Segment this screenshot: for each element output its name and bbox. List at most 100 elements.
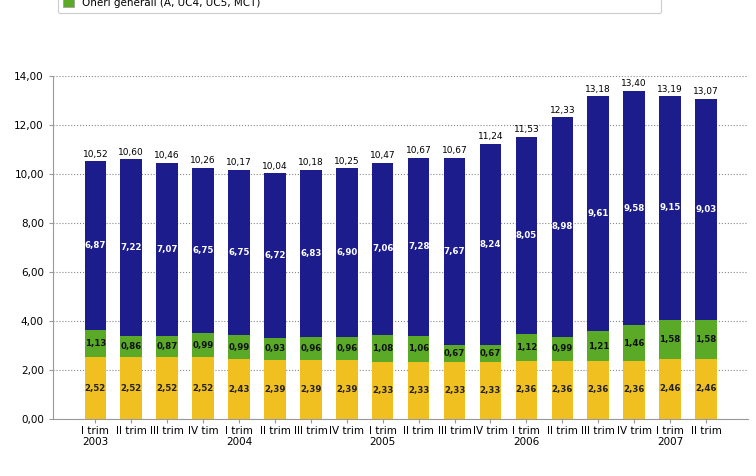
Text: 13,40: 13,40 <box>621 79 647 89</box>
Text: 0,96: 0,96 <box>300 344 321 353</box>
Text: 2,33: 2,33 <box>480 386 501 395</box>
Bar <box>624 361 645 419</box>
Text: 2,52: 2,52 <box>156 384 178 393</box>
Text: 0,67: 0,67 <box>444 349 465 358</box>
Bar <box>552 361 573 419</box>
Bar <box>336 337 358 360</box>
Text: 10,67: 10,67 <box>442 146 467 155</box>
Text: 2,52: 2,52 <box>85 384 106 393</box>
Bar <box>408 158 429 336</box>
Bar <box>85 161 106 329</box>
Bar <box>228 335 249 359</box>
Text: 7,22: 7,22 <box>120 243 142 252</box>
Text: 1,08: 1,08 <box>372 344 393 353</box>
Text: 8,24: 8,24 <box>480 240 501 249</box>
Bar <box>300 360 321 419</box>
Bar <box>408 336 429 362</box>
Bar <box>120 336 142 357</box>
Bar <box>624 91 645 326</box>
Text: 10,46: 10,46 <box>154 151 180 160</box>
Text: 10,67: 10,67 <box>406 146 432 155</box>
Text: 2,39: 2,39 <box>265 385 286 394</box>
Bar <box>336 360 358 419</box>
Text: 13,07: 13,07 <box>693 88 719 97</box>
Text: 7,07: 7,07 <box>156 245 178 254</box>
Bar <box>156 336 178 357</box>
Bar <box>336 168 358 337</box>
Bar <box>85 357 106 419</box>
Text: 2,36: 2,36 <box>587 386 609 395</box>
Bar <box>156 357 178 419</box>
Text: 2,46: 2,46 <box>659 384 681 393</box>
Text: 11,53: 11,53 <box>513 125 539 134</box>
Text: 1,06: 1,06 <box>408 344 429 353</box>
Text: 2,36: 2,36 <box>624 386 645 395</box>
Bar <box>480 362 501 419</box>
Bar <box>85 329 106 357</box>
Text: 0,99: 0,99 <box>228 343 249 352</box>
Text: 2,33: 2,33 <box>372 386 393 395</box>
Text: 2,52: 2,52 <box>121 384 142 393</box>
Bar <box>552 117 573 337</box>
Text: 8,05: 8,05 <box>516 231 537 239</box>
Text: 2,46: 2,46 <box>696 384 717 393</box>
Text: 1,13: 1,13 <box>85 339 106 348</box>
Text: 1,58: 1,58 <box>659 335 680 344</box>
Text: 6,83: 6,83 <box>300 249 321 258</box>
Text: 9,03: 9,03 <box>696 205 717 214</box>
Bar <box>192 333 214 357</box>
Text: 2,52: 2,52 <box>193 384 214 393</box>
Bar <box>264 337 286 360</box>
Bar <box>192 168 214 333</box>
Text: 12,33: 12,33 <box>550 106 575 115</box>
Text: 9,58: 9,58 <box>624 204 645 213</box>
Bar <box>587 96 609 331</box>
Text: 1,21: 1,21 <box>587 342 609 351</box>
Text: 0,87: 0,87 <box>156 342 178 351</box>
Text: 0,93: 0,93 <box>265 345 286 354</box>
Text: 7,06: 7,06 <box>372 245 393 254</box>
Text: 13,19: 13,19 <box>657 85 683 94</box>
Bar <box>300 169 321 337</box>
Bar <box>587 331 609 361</box>
Bar <box>300 337 321 360</box>
Text: 10,17: 10,17 <box>226 159 252 168</box>
Bar <box>372 163 393 336</box>
Text: 10,25: 10,25 <box>334 157 360 166</box>
Text: 0,99: 0,99 <box>193 340 214 349</box>
Text: 0,96: 0,96 <box>336 344 358 353</box>
Text: 13,18: 13,18 <box>585 85 611 94</box>
Bar <box>120 159 142 336</box>
Bar <box>552 337 573 361</box>
Text: 10,26: 10,26 <box>191 156 216 165</box>
Bar <box>696 99 717 320</box>
Text: 2,39: 2,39 <box>336 385 358 394</box>
Text: 2,36: 2,36 <box>552 386 573 395</box>
Text: 6,75: 6,75 <box>228 248 249 257</box>
Bar <box>120 357 142 419</box>
Text: 10,04: 10,04 <box>262 162 288 171</box>
Text: 2,39: 2,39 <box>300 385 321 394</box>
Bar <box>516 137 538 334</box>
Text: 0,67: 0,67 <box>480 349 501 358</box>
Bar <box>516 334 538 361</box>
Bar <box>480 346 501 362</box>
Bar <box>444 362 466 419</box>
Bar <box>372 362 393 419</box>
Text: 10,60: 10,60 <box>119 148 144 157</box>
Text: 1,12: 1,12 <box>516 343 537 352</box>
Text: 9,15: 9,15 <box>659 203 680 212</box>
Text: 10,18: 10,18 <box>298 158 324 167</box>
Bar <box>659 358 681 419</box>
Text: 6,87: 6,87 <box>85 241 106 250</box>
Text: 10,52: 10,52 <box>82 150 108 159</box>
Text: 7,28: 7,28 <box>408 242 429 251</box>
Text: 6,72: 6,72 <box>264 251 286 260</box>
Text: 0,99: 0,99 <box>552 345 573 354</box>
Text: 11,24: 11,24 <box>478 132 503 141</box>
Bar <box>696 358 717 419</box>
Text: 10,47: 10,47 <box>370 151 395 160</box>
Text: 6,75: 6,75 <box>192 246 214 255</box>
Bar <box>659 320 681 358</box>
Text: 1,58: 1,58 <box>696 335 717 344</box>
